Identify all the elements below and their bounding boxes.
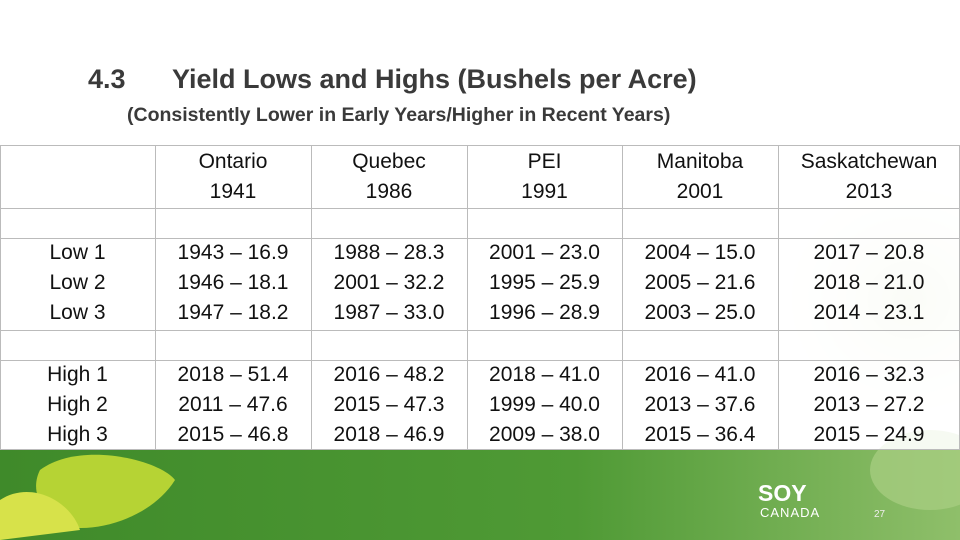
cell: 1988 – 28.3: [333, 241, 445, 264]
cell: 2001 – 32.2: [333, 271, 445, 294]
column-name: PEI: [527, 150, 562, 173]
cell: 2017 – 20.8: [813, 241, 925, 264]
cell: 1999 – 40.0: [489, 393, 600, 416]
grid-line: [0, 360, 960, 361]
column-year: 1986: [365, 180, 413, 203]
grid-line: [0, 449, 960, 450]
column-year: 1991: [521, 180, 568, 203]
grid-line: [467, 145, 468, 450]
cell: 2015 – 47.3: [333, 393, 445, 416]
leaf: [870, 430, 960, 510]
column-name: Saskatchewan: [800, 150, 938, 173]
column-year: 2013: [845, 180, 893, 203]
cell: 1947 – 18.2: [177, 301, 289, 324]
row-label: Low 1: [49, 241, 106, 264]
row-label: Low 3: [49, 301, 106, 324]
grid-line: [622, 145, 623, 450]
column-name: Quebec: [352, 150, 426, 173]
cell: 2013 – 37.6: [644, 393, 756, 416]
row-label: High 3: [47, 423, 108, 446]
row-label: High 1: [47, 363, 108, 386]
cell: 2009 – 38.0: [489, 423, 600, 446]
grid-line: [0, 330, 960, 331]
cell: 2013 – 27.2: [813, 393, 925, 416]
grid-line: [778, 145, 779, 450]
cell: 2018 – 46.9: [333, 423, 445, 446]
title: Yield Lows and Highs (Bushels per Acre): [172, 64, 697, 94]
leaf: [36, 454, 175, 528]
cell: 2011 – 47.6: [178, 393, 288, 416]
leaf: [0, 491, 80, 540]
grid-line: [155, 145, 156, 450]
cell: 2018 – 21.0: [813, 271, 925, 294]
cell: 2003 – 25.0: [644, 301, 756, 324]
cell: 2015 – 46.8: [177, 423, 289, 446]
column-name: Manitoba: [656, 150, 744, 173]
cell: 2004 – 15.0: [644, 241, 756, 264]
logo-bottom: CANADA: [760, 505, 821, 520]
grid-line: [311, 145, 312, 450]
cell: 2016 – 32.3: [813, 363, 925, 386]
cell: 2015 – 36.4: [644, 423, 756, 446]
grid-line: [0, 145, 1, 450]
grid-line: [0, 238, 960, 239]
cell: 2016 – 48.2: [333, 363, 445, 386]
grid-line: [0, 145, 960, 146]
cell: 1996 – 28.9: [489, 301, 600, 324]
cell: 2005 – 21.6: [644, 271, 756, 294]
page-number: 27: [874, 509, 886, 520]
subtitle: (Consistently Lower in Early Years/Highe…: [127, 104, 671, 126]
row-label: High 2: [47, 393, 108, 416]
column-year: 1941: [209, 180, 257, 203]
section-number: 4.3: [88, 64, 126, 94]
row-label: Low 2: [49, 271, 106, 294]
cell: 2018 – 51.4: [177, 363, 289, 386]
logo-top: SOY: [758, 480, 807, 506]
cell: 2018 – 41.0: [489, 363, 600, 386]
column-year: 2001: [676, 180, 724, 203]
cell: 1987 – 33.0: [333, 301, 445, 324]
table: Ontario 1941 Quebec 1986 PEI 1991 Manitoba 2001…: [0, 145, 960, 450]
cell: 1943 – 16.9: [177, 241, 289, 264]
grid-line: [0, 208, 960, 209]
cell: 2001 – 23.0: [489, 241, 600, 264]
cell: 2014 – 23.1: [813, 301, 925, 324]
cell: 2015 – 24.9: [813, 423, 925, 446]
cell: 1995 – 25.9: [489, 271, 600, 294]
cell: 2016 – 41.0: [644, 363, 756, 386]
cell: 1946 – 18.1: [177, 271, 289, 294]
column-name: Ontario: [198, 150, 268, 173]
